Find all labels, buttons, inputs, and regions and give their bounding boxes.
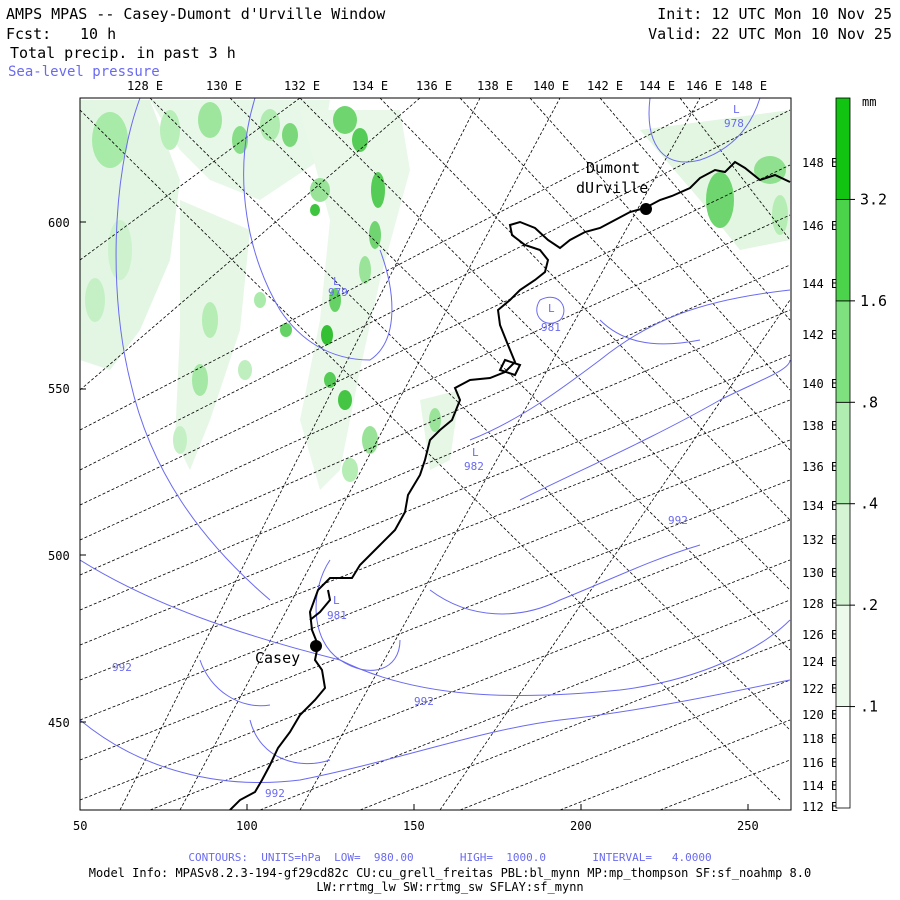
low-mark: L: [333, 275, 340, 288]
legend-level-label: .1: [860, 698, 878, 716]
legend-level-label: 1.6: [860, 292, 887, 310]
y-tick-label: 450: [48, 716, 70, 730]
y-tick-label: 600: [48, 216, 70, 230]
overlay-title: Sea-level pressure: [8, 64, 160, 80]
coastline: [229, 160, 791, 810]
pressure-value: 979: [328, 286, 348, 299]
lon-label: 142 E: [587, 79, 623, 93]
model-info-2: LW:rrtmg_lw SW:rrtmg_sw SFLAY:sf_mynn: [316, 880, 584, 894]
lon-label: 140 E: [802, 377, 838, 391]
x-tick-label: 150: [403, 819, 425, 833]
lon-label: 136 E: [416, 79, 452, 93]
station-label: dUrville: [576, 179, 648, 197]
low-mark: L: [733, 103, 740, 116]
x-tick-label: 200: [570, 819, 592, 833]
legend-level-label: 3.2: [860, 190, 887, 208]
pressure-labels: L 978 L 979 L 981 L 982 L 981 992 992 99…: [112, 103, 744, 800]
pressure-value: 992: [112, 661, 132, 674]
station-marker: [310, 640, 322, 652]
lon-label: 144 E: [802, 277, 838, 291]
right-longitude-labels: 148 E 146 E 144 E 142 E 140 E 138 E 136 …: [802, 156, 838, 814]
legend-swatch: [835, 401, 851, 505]
top-longitude-labels: 128 E 130 E 132 E 134 E 136 E 138 E 140 …: [127, 79, 767, 93]
x-tick-label: 250: [737, 819, 759, 833]
station-casey: Casey: [255, 640, 322, 667]
lon-label: 116 E: [802, 756, 838, 770]
lon-label: 144 E: [639, 79, 675, 93]
map-panel: Dumont dUrville Casey L 978 L 979 L 981 …: [48, 79, 887, 833]
precip-field: [80, 100, 790, 490]
legend-swatch: [835, 300, 851, 403]
pressure-value: 992: [265, 787, 285, 800]
lon-label: 118 E: [802, 732, 838, 746]
pressure-value: 981: [541, 321, 561, 334]
legend-level-label: .4: [860, 495, 878, 513]
forecast-value: 10 h: [80, 25, 117, 43]
field-title: Total precip. in past 3 h: [10, 44, 236, 62]
x-axis-labels: 50 100 150 200 250: [73, 819, 759, 833]
legend-swatch: [835, 199, 851, 302]
lon-label: 132 E: [284, 79, 320, 93]
y-tick-label: 500: [48, 549, 70, 563]
lon-label: 134 E: [352, 79, 388, 93]
lon-label: 148 E: [802, 156, 838, 170]
pressure-value: 992: [414, 695, 434, 708]
lon-label: 142 E: [802, 328, 838, 342]
low-mark: L: [548, 302, 555, 315]
pressure-value: 978: [724, 117, 744, 130]
legend-level-label: .8: [860, 393, 878, 411]
valid-time: Valid: 22 UTC Mon 10 Nov 25: [648, 25, 892, 43]
station-label: Casey: [255, 649, 300, 667]
pressure-value: 982: [464, 460, 484, 473]
lon-label: 138 E: [802, 419, 838, 433]
lon-label: 114 E: [802, 779, 838, 793]
legend-swatch: [835, 604, 851, 707]
legend-swatch: [835, 503, 851, 606]
lon-label: 130 E: [802, 566, 838, 580]
lon-label: 128 E: [802, 597, 838, 611]
x-tick-label: 50: [73, 819, 87, 833]
lon-label: 134 E: [802, 499, 838, 513]
map-title: AMPS MPAS -- Casey-Dumont d'Urville Wind…: [6, 5, 386, 23]
axis-ticks: [79, 221, 749, 810]
lon-label: 132 E: [802, 533, 838, 547]
station-marker: [640, 203, 652, 215]
lon-label: 124 E: [802, 655, 838, 669]
model-info: Model Info: MPASv8.2.3-194-gf29cd82c CU:…: [88, 866, 812, 880]
lon-label: 112 E: [802, 800, 838, 814]
graticule: [80, 98, 791, 810]
legend-swatch: [835, 706, 851, 809]
lon-label: 126 E: [802, 628, 838, 642]
pressure-value: 981: [327, 609, 347, 622]
pressure-value: 992: [668, 514, 688, 527]
isobars: [80, 98, 791, 783]
lon-label: 146 E: [802, 219, 838, 233]
lon-label: 146 E: [686, 79, 722, 93]
legend-unit: mm: [862, 95, 876, 109]
low-mark: L: [472, 446, 479, 459]
contour-info: CONTOURS: UNITS=hPa LOW= 980.00 HIGH= 10…: [188, 851, 712, 864]
lon-label: 130 E: [206, 79, 242, 93]
precip-legend: mm .1 .2 .4 .8 1.6 3.2: [835, 95, 887, 809]
forecast-label: Fcst:: [6, 25, 52, 43]
lon-label: 148 E: [731, 79, 767, 93]
map-frame: [79, 97, 792, 811]
lon-label: 140 E: [533, 79, 569, 93]
lon-label: 120 E: [802, 708, 838, 722]
lon-label: 138 E: [477, 79, 513, 93]
lon-label: 128 E: [127, 79, 163, 93]
x-tick-label: 100: [236, 819, 258, 833]
station-label: Dumont: [586, 159, 640, 177]
init-time: Init: 12 UTC Mon 10 Nov 25: [657, 5, 892, 23]
lon-label: 136 E: [802, 460, 838, 474]
low-mark: L: [333, 594, 340, 607]
legend-swatch: [835, 97, 851, 200]
legend-level-label: .2: [860, 596, 878, 614]
station-dumont-durville: Dumont dUrville: [576, 159, 652, 215]
y-tick-label: 550: [48, 382, 70, 396]
y-axis-labels: 600 550 500 450: [48, 216, 70, 730]
lon-label: 122 E: [802, 682, 838, 696]
